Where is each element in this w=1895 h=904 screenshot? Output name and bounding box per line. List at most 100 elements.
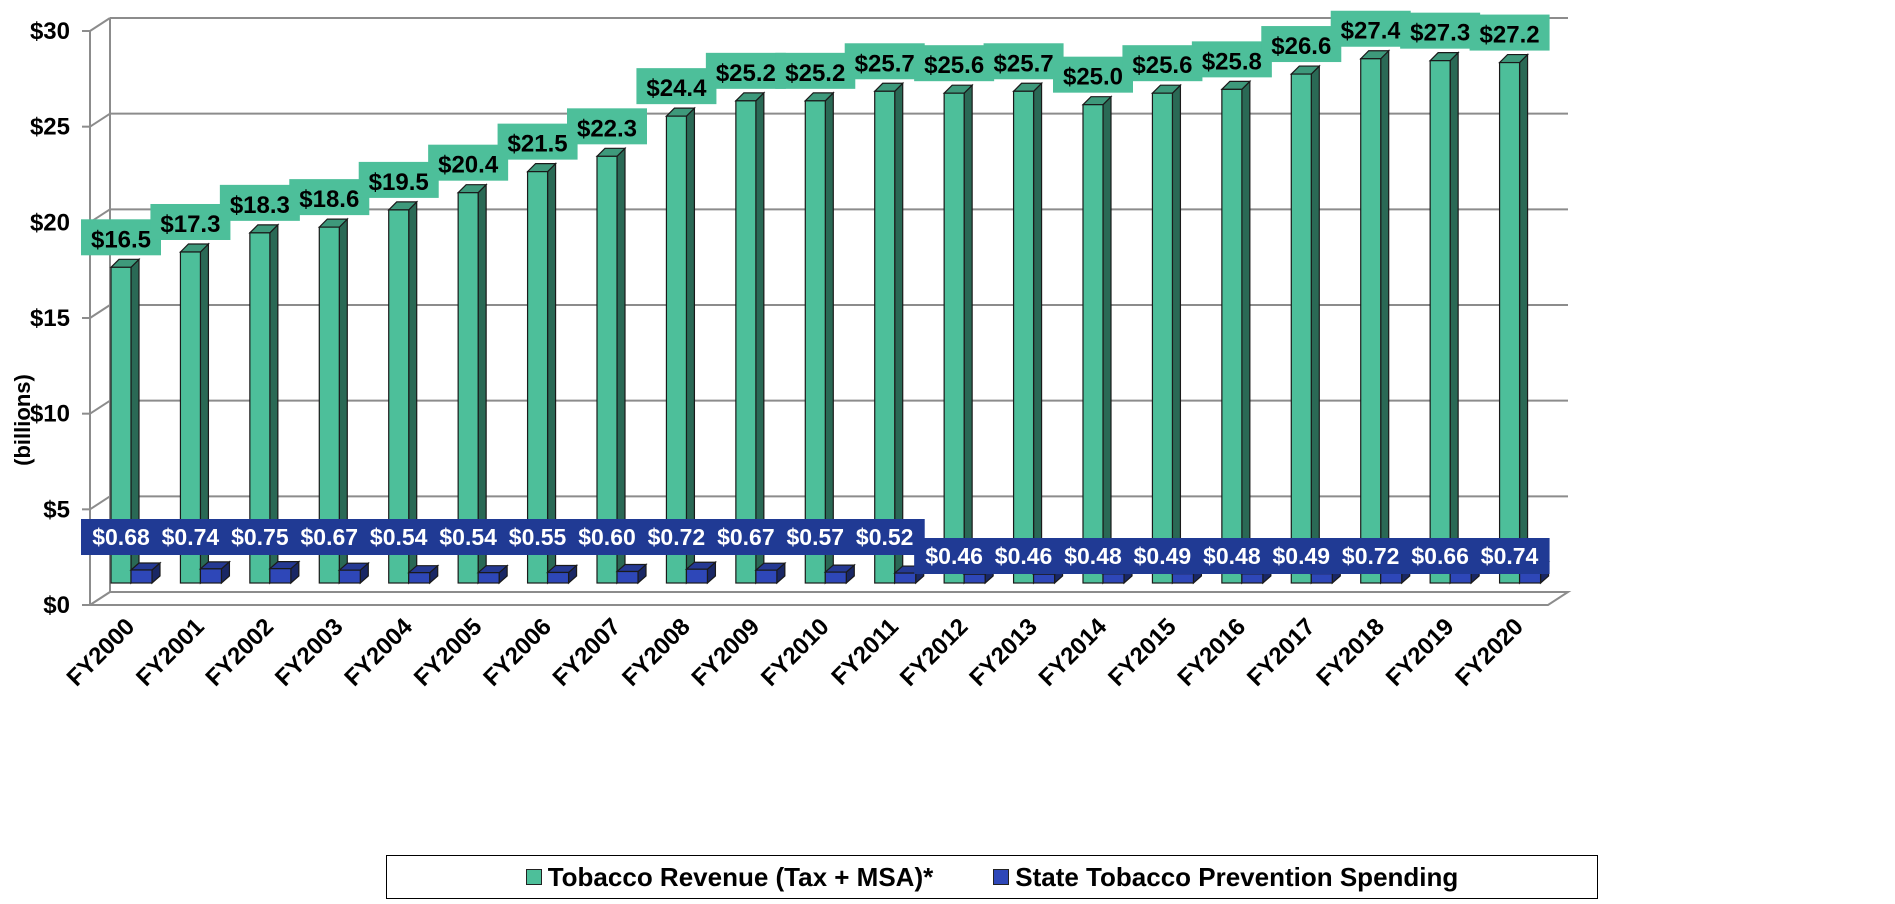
data-label-revenue: $26.6: [1261, 26, 1342, 63]
x-tick-label: FY2011: [826, 613, 904, 691]
bar-revenue: [1220, 79, 1252, 585]
svg-text:$0.67: $0.67: [301, 524, 359, 550]
data-label-spending: $0.74: [150, 519, 231, 555]
bar-revenue: [595, 146, 627, 585]
bar-spending: [684, 560, 718, 585]
svg-text:$0.66: $0.66: [1411, 543, 1469, 569]
legend-item-revenue: Tobacco Revenue (Tax + MSA)*: [525, 861, 934, 893]
svg-text:$24.4: $24.4: [646, 75, 707, 102]
x-tick-label: FY2009: [687, 613, 766, 692]
data-label-spending: $0.75: [219, 519, 300, 555]
data-label-revenue: $25.8: [1191, 41, 1272, 78]
x-tick-label: FY2018: [1311, 613, 1390, 692]
bar-revenue: [1081, 95, 1113, 585]
bar-spending: [615, 563, 648, 585]
x-tick-label: FY2007: [548, 613, 627, 692]
svg-text:$0.46: $0.46: [925, 543, 983, 569]
svg-text:$18.3: $18.3: [230, 192, 290, 219]
bar-spending: [268, 560, 301, 585]
svg-text:$0.48: $0.48: [1203, 543, 1261, 569]
bar-spending: [754, 561, 787, 585]
x-tick-label: FY2016: [1173, 613, 1252, 692]
data-label-revenue: $18.3: [219, 184, 300, 221]
bar-spending: [129, 561, 162, 585]
data-label-spending: $0.46: [983, 538, 1064, 574]
svg-text:$0.74: $0.74: [162, 524, 220, 550]
data-label-revenue: $27.2: [1469, 14, 1550, 51]
legend-label-revenue: Tobacco Revenue (Tax + MSA)*: [547, 861, 934, 892]
svg-text:$0.54: $0.54: [370, 524, 428, 550]
data-label-spending: $0.67: [289, 519, 370, 555]
svg-text:$25.6: $25.6: [924, 52, 984, 79]
svg-text:$0.48: $0.48: [1064, 543, 1122, 569]
data-label-spending: $0.49: [1122, 538, 1203, 574]
y-tick-label: $20: [30, 209, 70, 236]
gridline-depth: [89, 304, 111, 319]
data-label-revenue: $25.2: [775, 52, 856, 89]
data-label-spending: $0.48: [1191, 538, 1272, 574]
gridline-depth: [89, 495, 111, 511]
bar-revenue: [1012, 81, 1044, 585]
data-label-revenue: $25.7: [983, 43, 1064, 80]
svg-text:$0.55: $0.55: [509, 524, 567, 550]
y-tick-label: $0: [43, 592, 70, 619]
svg-text:$0.46: $0.46: [995, 543, 1053, 569]
svg-text:$25.7: $25.7: [994, 50, 1054, 77]
y-tick-label: $25: [30, 114, 70, 141]
data-label-revenue: $20.4: [428, 144, 509, 181]
svg-text:$0.49: $0.49: [1273, 543, 1331, 569]
legend-swatch-spending: [993, 869, 1010, 885]
chart-floor: [86, 591, 1572, 606]
legend-item-spending: State Tobacco Prevention Spending: [993, 862, 1458, 893]
bar-spending: [476, 564, 509, 585]
data-label-spending: $0.72: [636, 519, 717, 555]
svg-text:$0.49: $0.49: [1134, 543, 1192, 569]
x-tick-label: FY2000: [62, 613, 141, 692]
svg-text:$0.74: $0.74: [1481, 543, 1539, 569]
legend-swatch-revenue: [525, 869, 542, 885]
data-label-revenue: $19.5: [358, 161, 439, 198]
svg-text:$27.4: $27.4: [1341, 18, 1402, 45]
svg-text:$0.54: $0.54: [439, 524, 497, 550]
data-label-revenue: $17.3: [150, 203, 231, 240]
svg-text:$21.5: $21.5: [508, 131, 568, 158]
svg-text:$25.8: $25.8: [1202, 48, 1262, 75]
data-label-spending: $0.60: [567, 519, 647, 555]
bar-revenue: [942, 83, 974, 585]
data-label-revenue: $25.7: [844, 43, 925, 80]
bar-spending: [823, 563, 856, 585]
x-tick-label: FY2019: [1381, 613, 1460, 692]
legend: Tobacco Revenue (Tax + MSA)* State Tobac…: [386, 855, 1598, 899]
data-label-spending: $0.67: [705, 519, 786, 555]
x-tick-label: FY2010: [756, 613, 835, 692]
bar-revenue: [1359, 49, 1391, 585]
svg-text:$0.72: $0.72: [1342, 543, 1400, 569]
bar-revenue: [734, 91, 766, 585]
data-label-revenue: $24.4: [636, 68, 717, 105]
data-label-spending: $0.52: [844, 519, 925, 555]
bar-revenue: [873, 81, 905, 585]
bar-revenue: [387, 200, 419, 585]
data-label-revenue: $25.2: [705, 52, 786, 89]
bar-revenue: [1428, 51, 1460, 585]
bar-spending: [198, 560, 232, 585]
x-tick-label: FY2003: [270, 613, 349, 692]
x-tick-label: FY2014: [1034, 613, 1113, 692]
svg-text:$25.2: $25.2: [716, 60, 776, 87]
svg-text:$25.0: $25.0: [1063, 64, 1123, 91]
bar-revenue: [317, 217, 349, 585]
svg-text:$20.4: $20.4: [438, 152, 499, 179]
bar-revenue: [248, 223, 280, 585]
x-tick-label: FY2020: [1450, 613, 1529, 692]
data-label-spending: $0.74: [1469, 538, 1550, 574]
svg-text:$18.6: $18.6: [299, 186, 359, 213]
bar-spending: [407, 564, 440, 585]
svg-text:$22.3: $22.3: [577, 115, 637, 142]
data-label-spending: $0.55: [497, 519, 578, 555]
data-label-revenue: $21.5: [497, 123, 578, 160]
data-label-revenue: $25.0: [1053, 56, 1133, 93]
y-tick-label: $30: [30, 18, 70, 45]
svg-text:$19.5: $19.5: [369, 169, 429, 196]
gridline-depth: [89, 399, 111, 415]
